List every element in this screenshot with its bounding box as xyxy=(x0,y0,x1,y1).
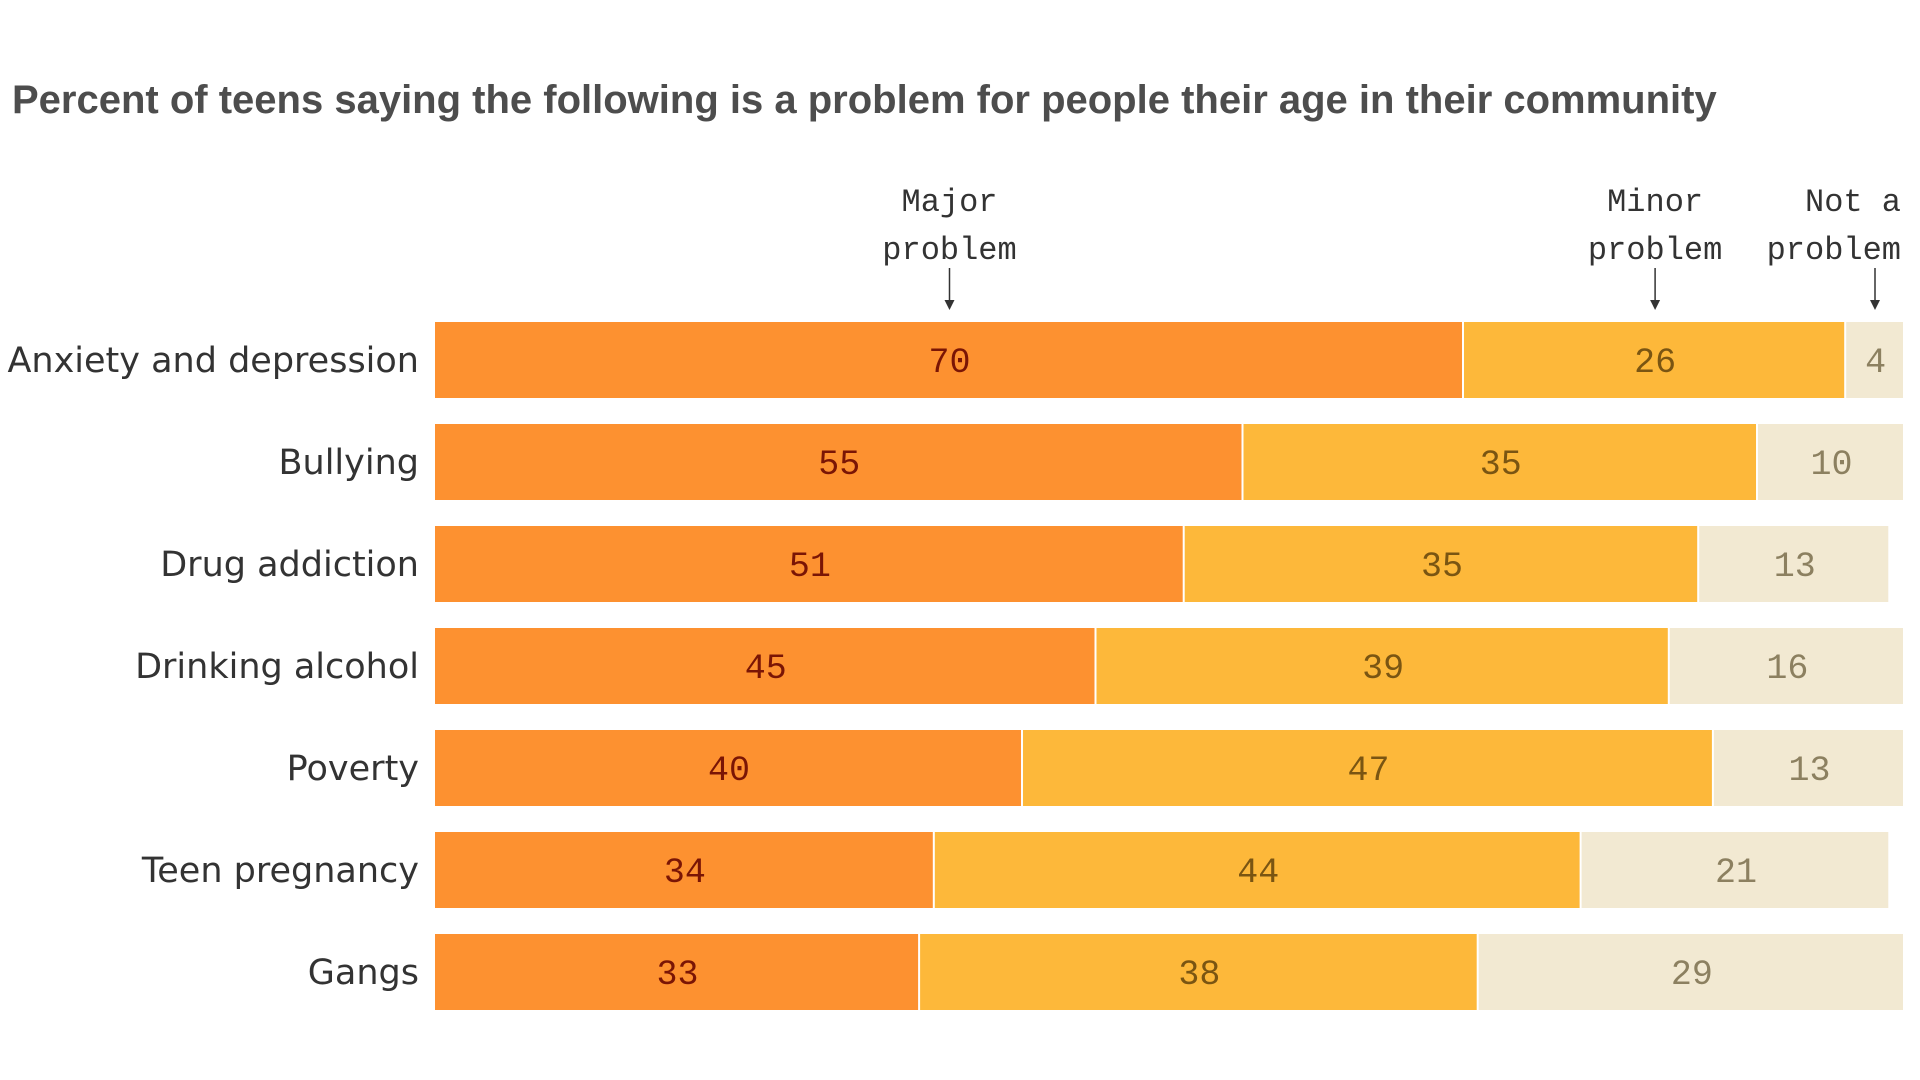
bar-drug-addiction-major-problem xyxy=(435,526,1183,602)
value-label-poverty-minor-problem: 47 xyxy=(1347,751,1389,791)
legend-arrowhead-minor-problem xyxy=(1650,300,1661,310)
category-label-drinking-alcohol: Drinking alcohol xyxy=(135,647,419,687)
value-label-poverty-not-a-problem: 13 xyxy=(1788,751,1830,791)
bar-gangs-not-a-problem xyxy=(1478,934,1903,1010)
category-labels: Anxiety and depression Bullying Drug addic… xyxy=(7,341,419,993)
bar-gangs-minor-problem xyxy=(920,934,1477,1010)
bar-bullying-not-a-problem xyxy=(1758,424,1903,500)
category-label-teen-pregnancy: Teen pregnancy xyxy=(141,851,419,891)
value-label-teen-pregnancy-minor-problem: 44 xyxy=(1237,853,1279,893)
value-label-drinking-alcohol-major-problem: 45 xyxy=(745,649,787,689)
bar-bullying-major-problem xyxy=(435,424,1242,500)
bar-gangs-major-problem xyxy=(435,934,919,1010)
legend-label-not-a-problem-line-2: problem xyxy=(1767,232,1901,269)
bar-teen-pregnancy-minor-problem xyxy=(934,832,1580,908)
value-label-bullying-not-a-problem: 10 xyxy=(1810,445,1852,485)
category-label-poverty: Poverty xyxy=(287,749,419,789)
value-label-bullying-minor-problem: 35 xyxy=(1480,445,1522,485)
category-label-gangs: Gangs xyxy=(308,953,419,993)
category-label-bullying: Bullying xyxy=(279,443,419,483)
legend-label-major-problem-line-1: Major xyxy=(901,184,997,221)
category-label-drug-addiction: Drug addiction xyxy=(160,545,419,585)
legend-label-not-a-problem-line-1: Not a xyxy=(1805,184,1901,221)
value-label-poverty-major-problem: 40 xyxy=(708,751,750,791)
bar-anxiety-and-depression-major-problem xyxy=(435,322,1462,398)
value-label-bullying-major-problem: 55 xyxy=(818,445,860,485)
bars: 70 26 4 55 35 10 51 35 13 45 39 16 40 47 13 34 44 21 33 38 2… xyxy=(435,322,1903,1010)
value-label-anxiety-and-depression-not-a-problem: 4 xyxy=(1865,343,1886,383)
bar-drug-addiction-not-a-problem xyxy=(1699,526,1889,602)
bar-poverty-major-problem xyxy=(435,730,1021,806)
bar-drinking-alcohol-minor-problem xyxy=(1096,628,1668,704)
value-label-gangs-not-a-problem: 29 xyxy=(1671,955,1713,995)
legend-label-minor-problem-line-1: Minor xyxy=(1607,184,1703,221)
value-label-teen-pregnancy-not-a-problem: 21 xyxy=(1715,853,1757,893)
legend-label-minor-problem-line-2: problem xyxy=(1588,232,1722,269)
bar-bullying-minor-problem xyxy=(1243,424,1756,500)
value-label-drug-addiction-minor-problem: 35 xyxy=(1421,547,1463,587)
bar-teen-pregnancy-not-a-problem xyxy=(1581,832,1889,908)
value-label-drug-addiction-not-a-problem: 13 xyxy=(1774,547,1816,587)
bar-anxiety-and-depression-not-a-problem xyxy=(1846,322,1903,398)
bar-teen-pregnancy-major-problem xyxy=(435,832,933,908)
category-label-anxiety-and-depression: Anxiety and depression xyxy=(7,341,419,381)
legend-label-major-problem-line-2: problem xyxy=(882,232,1016,269)
value-label-drug-addiction-major-problem: 51 xyxy=(789,547,831,587)
value-label-gangs-major-problem: 33 xyxy=(657,955,699,995)
bar-poverty-minor-problem xyxy=(1023,730,1712,806)
bar-drinking-alcohol-major-problem xyxy=(435,628,1095,704)
value-label-gangs-minor-problem: 38 xyxy=(1178,955,1220,995)
bar-poverty-not-a-problem xyxy=(1713,730,1903,806)
bar-drinking-alcohol-not-a-problem xyxy=(1669,628,1903,704)
chart-title: Percent of teens saying the following is… xyxy=(12,78,1717,122)
value-label-drinking-alcohol-not-a-problem: 16 xyxy=(1766,649,1808,689)
legend-arrowhead-not-a-problem xyxy=(1870,300,1880,310)
legend: Major problem Minor problem Not a problem xyxy=(882,184,1901,310)
value-label-anxiety-and-depression-minor-problem: 26 xyxy=(1634,343,1676,383)
bar-drug-addiction-minor-problem xyxy=(1184,526,1698,602)
value-label-anxiety-and-depression-major-problem: 70 xyxy=(928,343,970,383)
legend-arrowhead-major-problem xyxy=(944,300,955,310)
value-label-teen-pregnancy-major-problem: 34 xyxy=(664,853,706,893)
value-label-drinking-alcohol-minor-problem: 39 xyxy=(1362,649,1404,689)
bar-anxiety-and-depression-minor-problem xyxy=(1464,322,1845,398)
